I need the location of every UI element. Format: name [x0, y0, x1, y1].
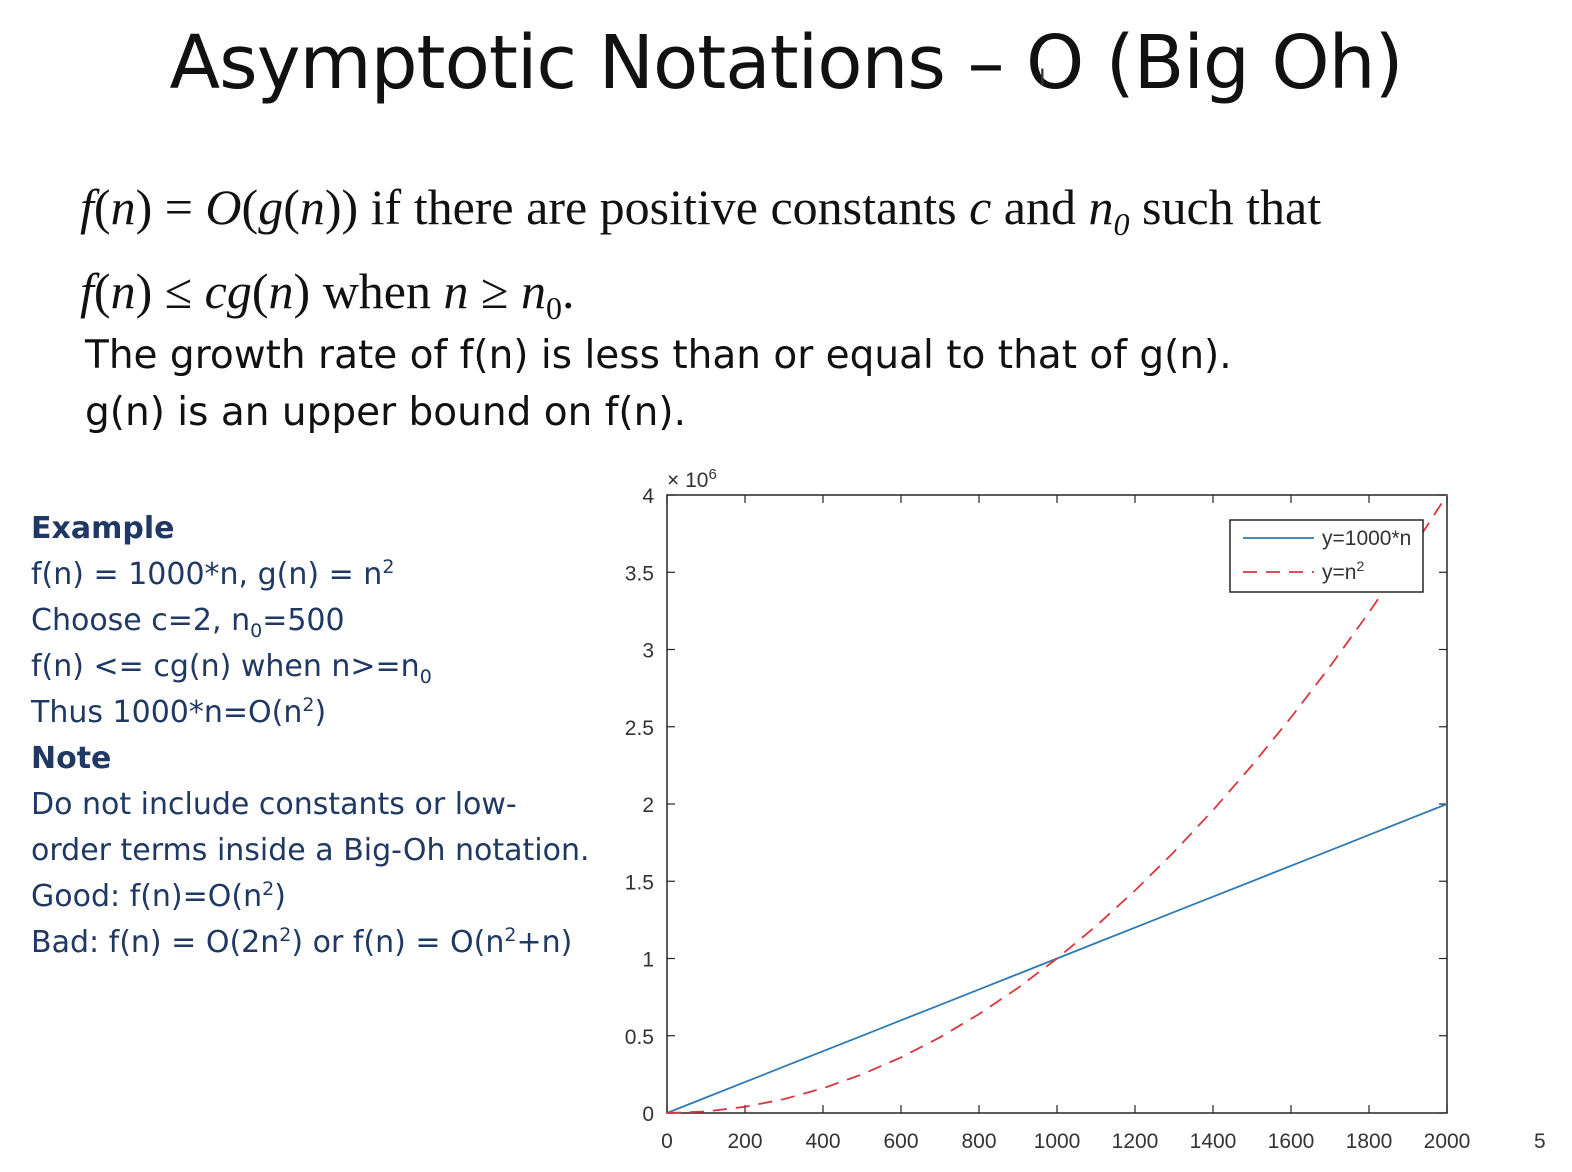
def2-period: . — [561, 263, 575, 319]
slide-title: Asymptotic Notations – O (Big Oh) — [169, 20, 1404, 106]
ex4-text: Thus 1000*n=O(n — [31, 695, 303, 730]
def-if-text: if there are positive constants — [370, 179, 957, 235]
x-tick-label: 1200 — [1112, 1130, 1159, 1153]
def-f: f — [80, 179, 94, 235]
y-axis: 0 0.5 1 1.5 2 2.5 3 3.5 4 — [625, 485, 1447, 1126]
y-tick-label: 0 — [642, 1103, 654, 1126]
def-O: O — [205, 179, 242, 235]
good-text-b: ) — [274, 879, 286, 914]
note-text: Do not include constants or low-order te… — [31, 787, 590, 868]
example-line-1: f(n) = 1000*n, g(n) = n2 — [31, 552, 591, 598]
def2-n0: n — [520, 263, 546, 319]
y-tick-label: 4 — [642, 485, 654, 508]
def2-when: when — [322, 263, 431, 319]
def-g: g — [258, 179, 284, 235]
def-and: and — [1003, 179, 1076, 235]
y-tick-label: 2 — [642, 794, 654, 817]
upper-bound-text: g(n) is an upper bound on f(n). — [85, 390, 686, 435]
def2-f: f — [80, 263, 94, 319]
good-sup: 2 — [262, 878, 275, 900]
growth-comparison-chart: 0 200 400 600 800 1000 1200 1400 1600 1800 2000 00… — [625, 466, 1546, 1153]
def2-n0-sub: 0 — [545, 290, 562, 326]
legend-label-2: y=n2 — [1322, 558, 1364, 584]
def2-n: n — [110, 263, 136, 319]
growth-rate-text: The growth rate of f(n) is less than or … — [85, 333, 1232, 378]
definition-line-2: f(n) ≤ cg(n) when n ≥ n0. — [80, 263, 575, 326]
x-tick-label: 2000 — [1424, 1130, 1471, 1153]
legend-box — [1229, 519, 1424, 593]
y-tick-label: 2.5 — [625, 717, 654, 740]
example-panel: Example f(n) = 1000*n, g(n) = n2 Choose … — [31, 506, 591, 966]
ex1-sup: 2 — [382, 556, 395, 578]
ex4-sup: 2 — [302, 694, 315, 716]
ex2-text-b: =500 — [262, 603, 345, 638]
y-tick-label: 3 — [642, 640, 654, 663]
def-n-2: n — [299, 179, 325, 235]
x-tick-label: 800 — [961, 1130, 996, 1153]
ex2-sub: 0 — [250, 620, 263, 642]
y-tick-label: 3.5 — [625, 562, 654, 585]
x-tick-label: 400 — [805, 1130, 840, 1153]
ex3-sub: 0 — [419, 666, 432, 688]
example-line-2: Choose c=2, n0=500 — [31, 598, 591, 644]
def-such-that: such that — [1141, 179, 1322, 235]
x-tick-label: 0 — [661, 1130, 673, 1153]
def2-n-3: n — [443, 263, 469, 319]
def2-leq: ≤ — [164, 263, 193, 319]
def-eq: = — [164, 179, 193, 235]
plot-area-frame — [666, 494, 1448, 1114]
y-tick-label: 1 — [642, 949, 654, 972]
bad-sup-2: 2 — [504, 924, 517, 946]
example-heading: Example — [31, 511, 175, 546]
x-tick-label: 1000 — [1034, 1130, 1081, 1153]
series-layer — [666, 494, 1448, 1114]
y-tick-label: 1.5 — [625, 871, 654, 894]
ex2-text: Choose c=2, n — [31, 603, 251, 638]
def2-n-2: n — [268, 263, 294, 319]
ex4-text-b: ) — [314, 695, 327, 730]
series-line-2 — [666, 494, 1448, 1114]
x-axis: 0 200 400 600 800 1000 1200 1400 1600 1800 2000 — [661, 495, 1470, 1153]
def2-geq: ≥ — [481, 263, 509, 319]
text-cursor-icon: I — [1039, 64, 1046, 91]
def-c: c — [969, 179, 992, 235]
x-tick-label: 1600 — [1268, 1130, 1315, 1153]
good-text: Good: f(n)=O(n — [31, 879, 263, 914]
x-tick-label: 200 — [727, 1130, 762, 1153]
bad-line: Bad: f(n) = O(2n2) or f(n) = O(n2+n) — [31, 920, 591, 966]
def2-cg: cg — [204, 263, 252, 319]
x-tick-label: 1400 — [1190, 1130, 1237, 1153]
def-n0-sub: 0 — [1113, 206, 1130, 242]
note-heading: Note — [31, 741, 112, 776]
ex1-text: f(n) = 1000*n, g(n) = n — [31, 557, 383, 592]
y-axis-multiplier: × 106 — [667, 466, 717, 492]
good-line: Good: f(n)=O(n2) — [31, 874, 591, 920]
x-tick-label: 600 — [883, 1130, 918, 1153]
bad-text: Bad: f(n) = O(2n — [31, 925, 280, 960]
x-tick-label: 1800 — [1346, 1130, 1393, 1153]
legend-label-1: y=1000*n — [1322, 527, 1411, 550]
bad-sup-1: 2 — [279, 924, 292, 946]
bad-text-b: ) or f(n) = O(n — [291, 925, 505, 960]
example-line-3: f(n) <= cg(n) when n>=n0 — [31, 644, 591, 690]
bad-text-c: +n) — [516, 925, 573, 960]
example-line-4: Thus 1000*n=O(n2) — [31, 690, 591, 736]
def-n0: n — [1088, 179, 1114, 235]
chart-legend: y=1000*n y=n2 — [1229, 519, 1424, 593]
y-tick-label: 0.5 — [625, 1026, 654, 1049]
def-n: n — [110, 179, 136, 235]
partial-edge-label: 5 — [1534, 1130, 1546, 1153]
ex3-text: f(n) <= cg(n) when n>=n — [31, 649, 420, 684]
definition-line-1: f(n) = O(g(n)) if there are positive con… — [80, 179, 1322, 242]
